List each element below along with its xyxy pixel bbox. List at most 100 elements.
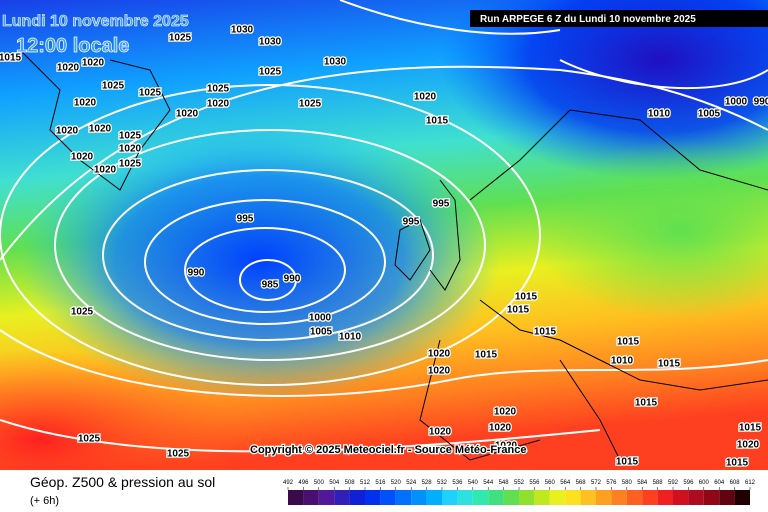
isobar-label: 1025 bbox=[167, 449, 190, 460]
run-label: Run ARPEGE 6 Z du Lundi 10 novembre 2025 bbox=[480, 14, 696, 25]
legend-swatch bbox=[611, 490, 627, 505]
isobar-label: 1020 bbox=[74, 98, 97, 109]
isobar-label: 1025 bbox=[259, 67, 282, 78]
legend-tick-label: 596 bbox=[683, 480, 694, 486]
isobar-label: 1010 bbox=[339, 332, 362, 343]
coastlines bbox=[19, 49, 768, 461]
isobar-label: 1015 bbox=[726, 458, 749, 469]
isobars bbox=[0, 0, 768, 451]
legend-tick-label: 568 bbox=[576, 480, 587, 486]
isobar-label: 1015 bbox=[658, 359, 681, 370]
isobar-label: 1010 bbox=[611, 356, 634, 367]
isobar-label: 1015 bbox=[507, 305, 530, 316]
isobar-label: 1020 bbox=[119, 144, 142, 155]
legend-tick-label: 532 bbox=[437, 480, 448, 486]
isobar-label: 995 bbox=[403, 217, 420, 228]
legend-tick-label: 612 bbox=[745, 480, 756, 486]
legend-swatch bbox=[734, 490, 750, 505]
legend-swatch bbox=[657, 490, 673, 505]
isobar-label: 1000 bbox=[309, 313, 332, 324]
legend-swatch bbox=[719, 490, 735, 505]
legend-swatch bbox=[395, 490, 412, 505]
isobar-label: 1015 bbox=[616, 457, 639, 468]
legend-swatch bbox=[503, 490, 519, 505]
legend-tick-label: 604 bbox=[714, 480, 725, 486]
legend-swatch bbox=[642, 490, 658, 505]
isobar-label: 1015 bbox=[635, 398, 658, 409]
legend-tick-label: 588 bbox=[653, 480, 664, 486]
legend-tick-label: 500 bbox=[314, 480, 325, 486]
isobar-label: 1010 bbox=[648, 109, 671, 120]
isobar-label: 1020 bbox=[94, 165, 117, 176]
isobar-label: 1020 bbox=[207, 99, 230, 110]
legend-tick-label: 544 bbox=[483, 480, 494, 486]
isobar-label: 1020 bbox=[414, 92, 437, 103]
legend-swatch bbox=[334, 490, 350, 505]
isobar-label: 1015 bbox=[475, 350, 498, 361]
isobar-label: 1025 bbox=[299, 99, 322, 110]
isobar-label: 1020 bbox=[56, 126, 79, 137]
legend-tick-label: 528 bbox=[422, 480, 433, 486]
legend-swatch bbox=[626, 490, 643, 505]
isobar-label: 1015 bbox=[617, 337, 640, 348]
isobar-label: 1025 bbox=[119, 131, 142, 142]
legend-swatch bbox=[580, 490, 596, 505]
legend-swatch bbox=[519, 490, 535, 505]
legend-swatch bbox=[442, 490, 458, 505]
footer-title: Géop. Z500 & pression au sol bbox=[30, 474, 215, 490]
legend-tick-label: 572 bbox=[591, 480, 602, 486]
isobar-label: 1005 bbox=[698, 109, 721, 120]
legend-tick-label: 584 bbox=[637, 480, 648, 486]
isobar-label: 1015 bbox=[515, 292, 538, 303]
isobar-label: 1025 bbox=[119, 159, 142, 170]
legend-tick-label: 504 bbox=[329, 480, 340, 486]
legend-swatch bbox=[703, 490, 720, 505]
isobar-label: 995 bbox=[237, 214, 254, 225]
legend-swatch bbox=[349, 490, 365, 505]
isobar-label: 1030 bbox=[231, 25, 254, 36]
time-label: 12:00 locale bbox=[16, 35, 129, 57]
isobar-label: 985 bbox=[262, 280, 279, 291]
isobar-label: 1015 bbox=[739, 423, 762, 434]
legend-swatch bbox=[488, 490, 504, 505]
isobar-label: 1020 bbox=[494, 407, 517, 418]
isobar-label: 1030 bbox=[324, 57, 347, 68]
legend-tick-label: 548 bbox=[499, 480, 510, 486]
isobar-label: 1000 bbox=[725, 97, 748, 108]
legend-swatch bbox=[288, 490, 304, 505]
legend-tick-label: 540 bbox=[468, 480, 479, 486]
color-legend: 492 496 500 504 508 512 516 520 524 528 532 536 540 5… bbox=[283, 480, 756, 505]
legend-tick-label: 564 bbox=[560, 480, 571, 486]
isobar-label: 1025 bbox=[78, 434, 101, 445]
legend-swatch bbox=[688, 490, 704, 505]
legend-swatch bbox=[365, 490, 381, 505]
legend-swatch bbox=[380, 490, 396, 505]
isobar-label: 1015 bbox=[0, 53, 22, 64]
legend-tick-label: 608 bbox=[730, 480, 741, 486]
isobar-label: 990 bbox=[284, 274, 301, 285]
legend-swatch bbox=[303, 490, 319, 505]
isobar-label: 1025 bbox=[207, 84, 230, 95]
legend-swatch bbox=[457, 490, 473, 505]
legend-swatch bbox=[426, 490, 442, 505]
copyright: Copyright © 2025 Meteociel.fr - Source M… bbox=[250, 444, 526, 456]
legend-tick-label: 556 bbox=[529, 480, 540, 486]
legend-swatch bbox=[318, 490, 335, 505]
legend-tick-label: 592 bbox=[668, 480, 679, 486]
footer-step: (+ 6h) bbox=[30, 495, 59, 507]
isobar-label: 1020 bbox=[489, 423, 512, 434]
isobar-label: 1025 bbox=[71, 307, 94, 318]
legend-tick-label: 520 bbox=[391, 480, 402, 486]
isobar-label: 1020 bbox=[495, 441, 518, 452]
isobar-label: 1015 bbox=[534, 327, 557, 338]
isobar-label: 1020 bbox=[57, 63, 80, 74]
isobar-label: 1020 bbox=[428, 349, 451, 360]
isobar-label: 1020 bbox=[82, 58, 105, 69]
isobar-label: 1020 bbox=[429, 427, 452, 438]
isobar-label: 1030 bbox=[259, 37, 282, 48]
legend-tick-label: 496 bbox=[298, 480, 309, 486]
legend-swatch bbox=[411, 490, 427, 505]
legend-swatch bbox=[596, 490, 612, 505]
legend-tick-label: 512 bbox=[360, 480, 371, 486]
